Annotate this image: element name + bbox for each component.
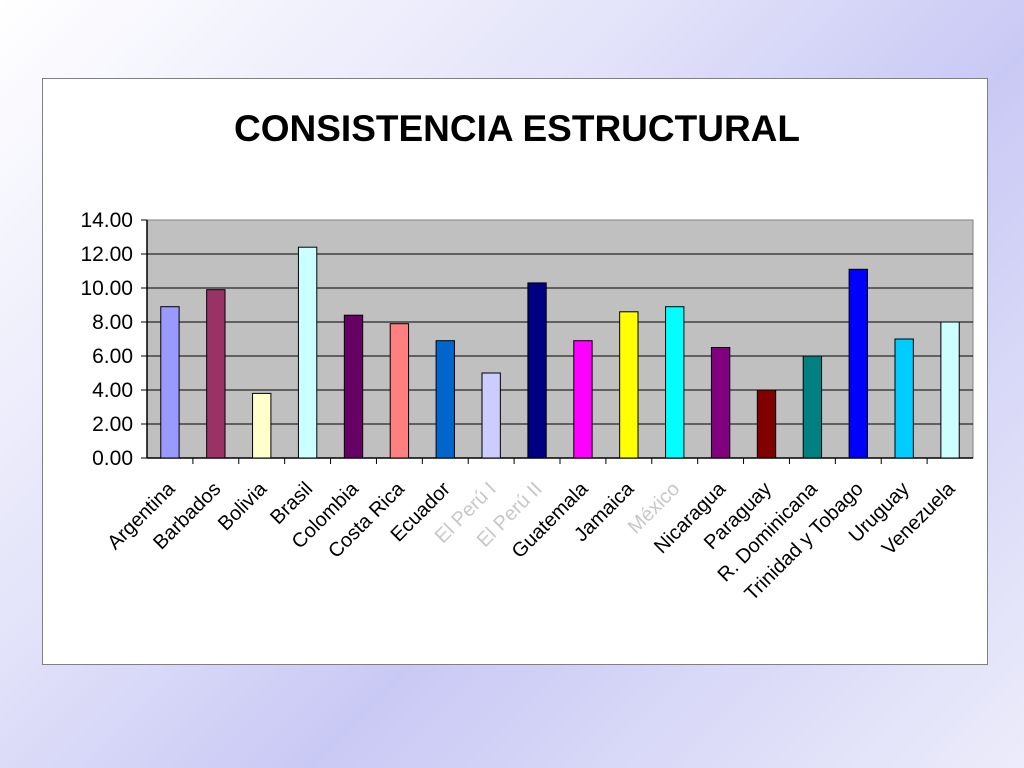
bar-ecuador [435, 340, 455, 459]
y-tick-label: 12.00 [80, 243, 133, 266]
bar-costa-rica [389, 323, 410, 459]
y-tick-label: 10.00 [80, 277, 133, 300]
bar-guatemala [573, 340, 593, 459]
bar-uruguay [894, 338, 914, 459]
plot-background [146, 219, 974, 459]
bar-chart: CONSISTENCIA ESTRUCTURAL 0.00 2.00 4.00 6.0… [80, 108, 974, 605]
bar-barbados [206, 289, 226, 459]
bar-paraguay [756, 389, 777, 459]
bar-colombia [343, 314, 364, 459]
bar-venezuela [940, 321, 960, 459]
chart-title: CONSISTENCIA ESTRUCTURAL [234, 108, 800, 149]
chart-frame: CONSISTENCIA ESTRUCTURAL 0.00 2.00 4.00 6.0… [42, 78, 988, 665]
bar-brasil [297, 246, 318, 459]
bar-el-per-i [481, 372, 501, 459]
y-tick-label: 2.00 [92, 413, 133, 436]
y-tick-label: 6.00 [92, 345, 133, 368]
bar-el-per-ii [527, 282, 547, 459]
bar-trinidad-y-tobago [848, 268, 868, 459]
bar-argentina [160, 306, 180, 459]
bar-m-xico [665, 306, 685, 459]
bar-r-dominicana [802, 355, 823, 459]
bar-bolivia [252, 392, 272, 459]
x-category-label: Bolivia [214, 477, 272, 535]
y-tick-label: 0.00 [92, 447, 133, 470]
bar-nicaragua [710, 347, 731, 459]
bar-jamaica [619, 311, 639, 459]
y-tick-label: 14.00 [80, 209, 133, 232]
y-tick-label: 4.00 [92, 379, 133, 402]
y-tick-label: 8.00 [92, 311, 133, 334]
plot-area: 0.002.004.006.008.0010.0012.0014.00Argen… [80, 209, 974, 605]
